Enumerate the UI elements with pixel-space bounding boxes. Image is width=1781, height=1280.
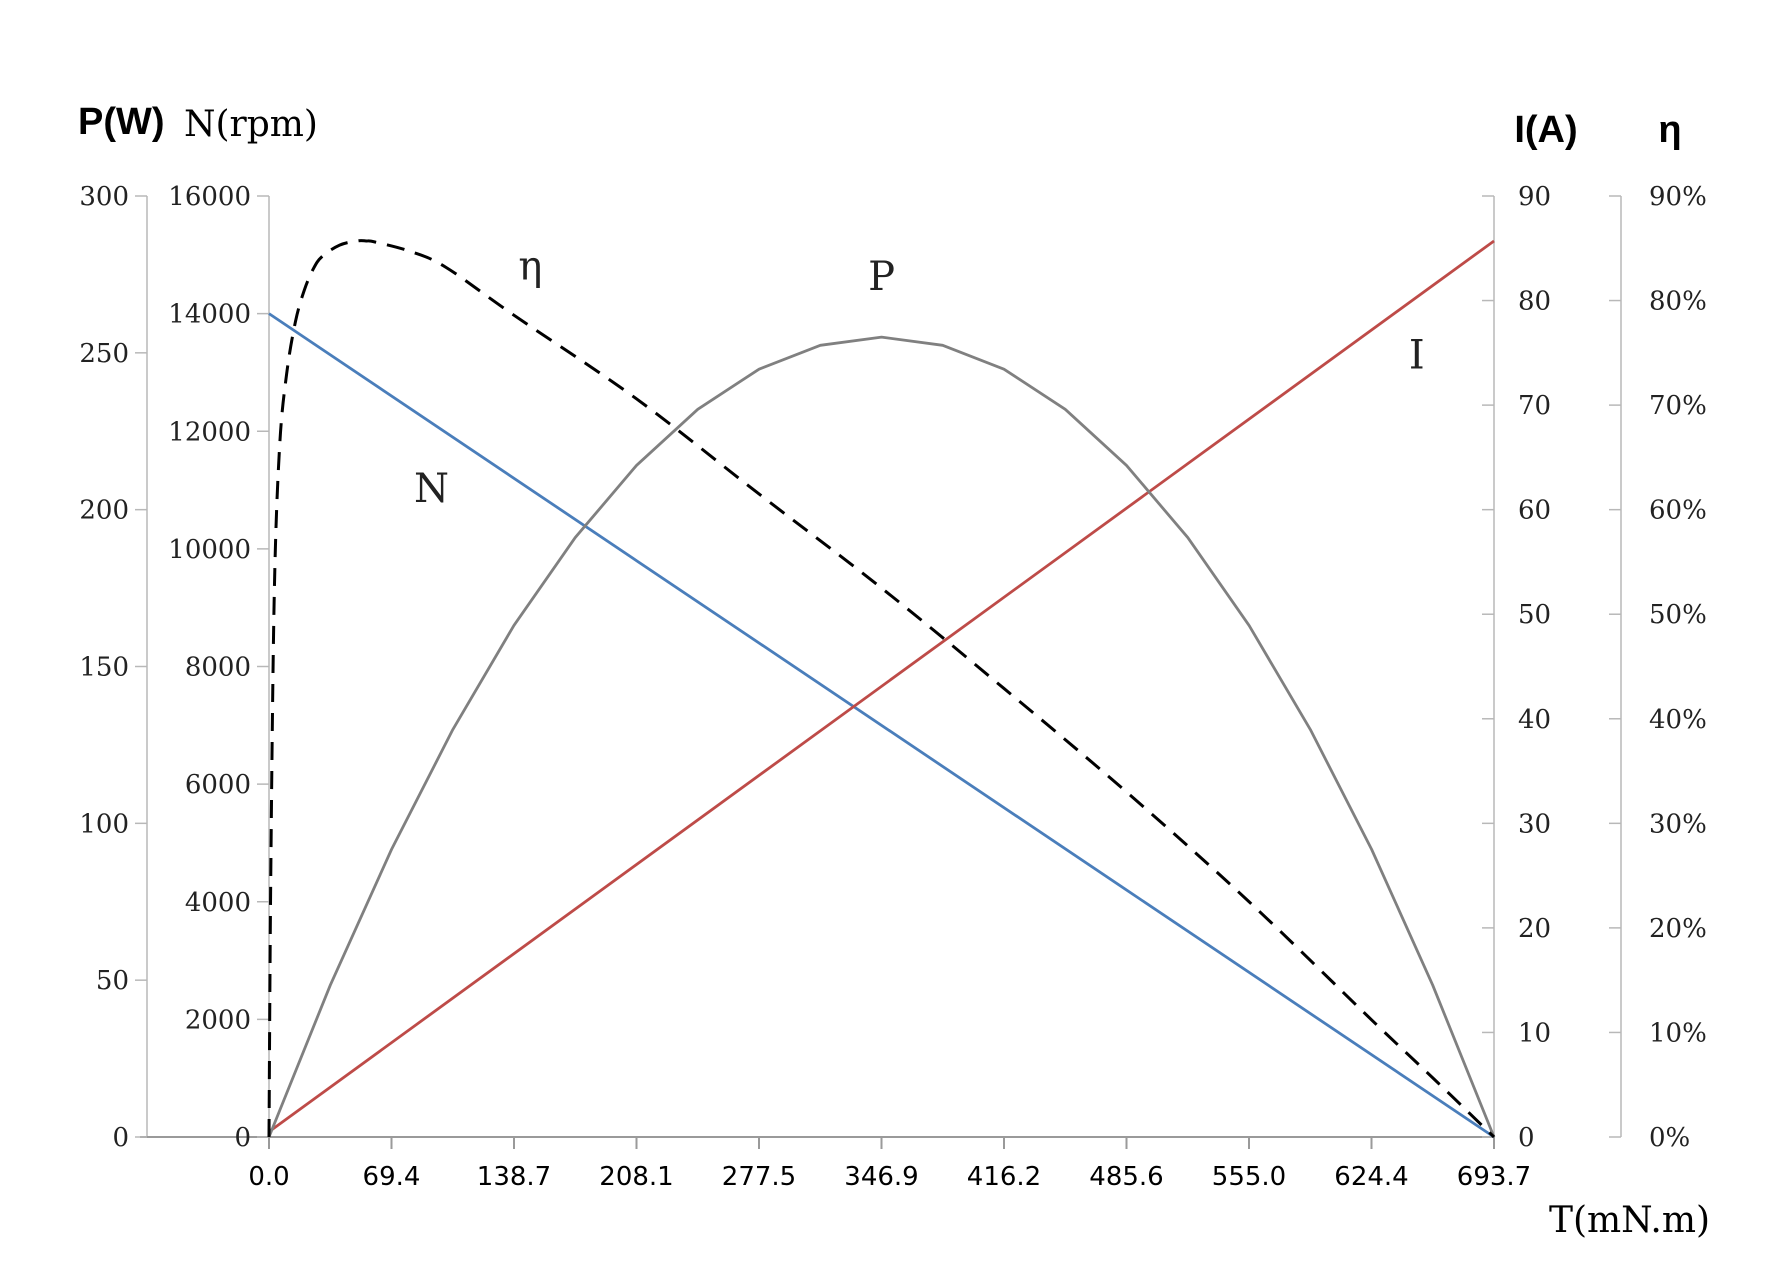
- eta-tick-label: 20%: [1649, 914, 1707, 944]
- eta-tick-label: 0%: [1649, 1123, 1690, 1153]
- x-tick-label: 555.0: [1212, 1162, 1286, 1192]
- eta-tick-label: 10%: [1649, 1018, 1707, 1048]
- N-tick-label: 8000: [185, 653, 251, 683]
- eta-tick-label: 40%: [1649, 705, 1707, 735]
- N-tick-label: 6000: [185, 770, 251, 800]
- I-tick-label: 80: [1518, 287, 1551, 317]
- n-axis-title: N(rpm): [184, 104, 318, 145]
- I-tick-label: 10: [1518, 1018, 1551, 1048]
- I-tick-label: 0: [1518, 1123, 1535, 1153]
- x-tick-label: 416.2: [967, 1162, 1041, 1192]
- curve-labels-layer: η P N I: [414, 244, 1425, 512]
- x-tick-label: 277.5: [722, 1162, 796, 1192]
- x-tick-label: 485.6: [1089, 1162, 1163, 1192]
- N-tick-label: 16000: [168, 182, 251, 212]
- P-tick-label: 100: [79, 809, 129, 839]
- P-tick-label: 50: [96, 966, 129, 996]
- x-tick-label: 346.9: [844, 1162, 918, 1192]
- P-tick-label: 300: [79, 182, 129, 212]
- N-tick-label: 2000: [185, 1005, 251, 1035]
- I-tick-label: 60: [1518, 496, 1551, 526]
- eta-tick-label: 80%: [1649, 287, 1707, 317]
- N-tick-label: 12000: [168, 417, 251, 447]
- eta-tick-label: 30%: [1649, 809, 1707, 839]
- series-i-line: [268, 239, 1495, 1133]
- curve-label-n: N: [414, 466, 449, 512]
- series-n-line: [268, 312, 1495, 1139]
- eta-tick-label: 50%: [1649, 600, 1707, 630]
- P-tick-label: 250: [79, 339, 129, 369]
- P-tick-label: 150: [79, 653, 129, 683]
- N-tick-label: 0: [234, 1123, 251, 1153]
- N-tick-label: 4000: [185, 888, 251, 918]
- I-tick-label: 30: [1518, 809, 1551, 839]
- x-tick-label: 0.0: [248, 1162, 289, 1192]
- I-tick-label: 70: [1518, 391, 1551, 421]
- x-axis-title: T(mN.m): [1549, 1200, 1710, 1241]
- series-eta-line: [267, 239, 1496, 1139]
- N-tick-label: 10000: [168, 535, 251, 565]
- series-layer: [267, 239, 1496, 1139]
- I-tick-label: 40: [1518, 705, 1551, 735]
- x-tick-label: 138.7: [477, 1162, 551, 1192]
- series-p-line: [267, 335, 1496, 1138]
- eta-tick-label: 60%: [1649, 496, 1707, 526]
- curve-label-p: P: [868, 254, 895, 300]
- x-tick-label: 693.7: [1457, 1162, 1531, 1192]
- P-tick-label: 200: [79, 496, 129, 526]
- I-tick-label: 50: [1518, 600, 1551, 630]
- N-tick-label: 14000: [168, 300, 251, 330]
- I-tick-label: 90: [1518, 182, 1551, 212]
- P-tick-label: 0: [112, 1123, 129, 1153]
- x-tick-label: 624.4: [1334, 1162, 1408, 1192]
- x-tick-label: 69.4: [363, 1162, 421, 1192]
- i-axis-title: I(A): [1514, 109, 1577, 151]
- p-axis-title: P(W): [78, 101, 165, 143]
- eta-tick-label: 90%: [1649, 182, 1707, 212]
- x-tick-label: 208.1: [599, 1162, 673, 1192]
- I-tick-label: 20: [1518, 914, 1551, 944]
- eta-tick-label: 70%: [1649, 391, 1707, 421]
- ticks-layer: 0501001502002503000200040006000800010000…: [79, 182, 1706, 1192]
- curve-label-eta: η: [518, 244, 542, 290]
- eta-axis-title: η: [1658, 109, 1681, 151]
- curve-label-i: I: [1409, 333, 1425, 379]
